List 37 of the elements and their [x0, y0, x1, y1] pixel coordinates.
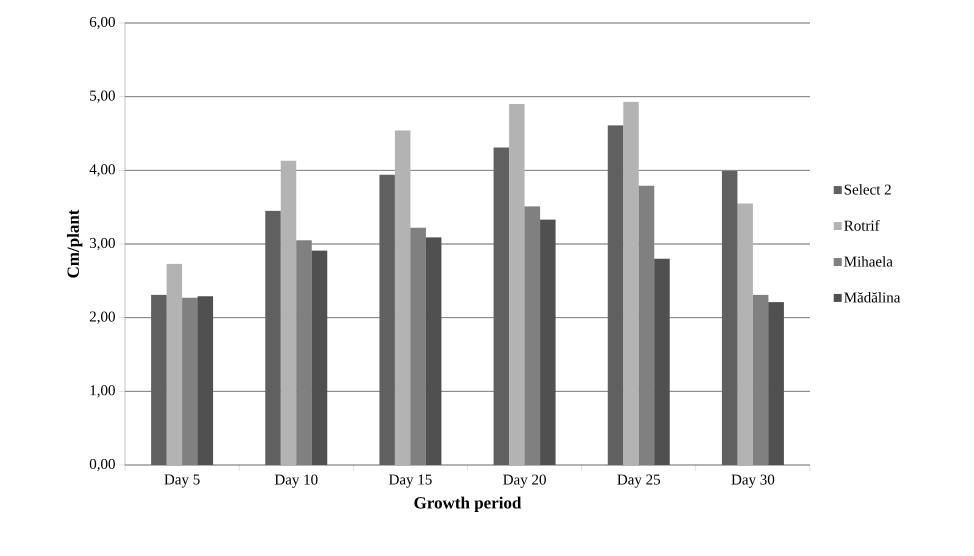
bar: [509, 104, 525, 465]
x-tick-label: Day 25: [617, 474, 660, 488]
bar: [426, 237, 442, 465]
legend-label: Rotrif: [844, 220, 880, 231]
x-tick-label: Day 15: [388, 474, 432, 488]
x-tick-label: Day 20: [503, 474, 546, 488]
x-axis-title: Growth period: [414, 496, 522, 512]
bar: [198, 296, 214, 465]
x-tick-label: Day 5: [164, 474, 200, 488]
legend-label: Mădălina: [844, 292, 900, 303]
bar: [312, 250, 328, 465]
bar: [540, 220, 556, 465]
y-tick-label: 3,00: [90, 238, 115, 250]
y-tick-label: 0,00: [90, 458, 115, 472]
bar: [638, 186, 654, 465]
bar: [623, 102, 639, 465]
bar: [280, 160, 296, 465]
y-tick-label: 5,00: [90, 90, 115, 103]
bar: [166, 264, 182, 465]
bar: [182, 298, 198, 465]
bar: [752, 294, 768, 465]
y-tick-label: 6,00: [90, 16, 115, 30]
bar: [394, 130, 410, 465]
legend-label: Mihaela: [844, 256, 893, 267]
bar: [737, 203, 753, 465]
bar: [296, 240, 312, 465]
y-tick-label: 1,00: [90, 385, 115, 398]
x-tick-label: Day 10: [274, 474, 318, 488]
y-axis-title: Cm/plant: [66, 210, 82, 278]
y-tick-label: 4,00: [90, 164, 115, 176]
x-tick-label: Day 30: [731, 474, 774, 488]
legend-label: Select 2: [844, 184, 891, 195]
y-tick-label: 2,00: [90, 312, 115, 324]
bar: [524, 206, 540, 465]
bar: [768, 302, 784, 465]
bar: [654, 258, 670, 465]
bar: [410, 228, 426, 465]
